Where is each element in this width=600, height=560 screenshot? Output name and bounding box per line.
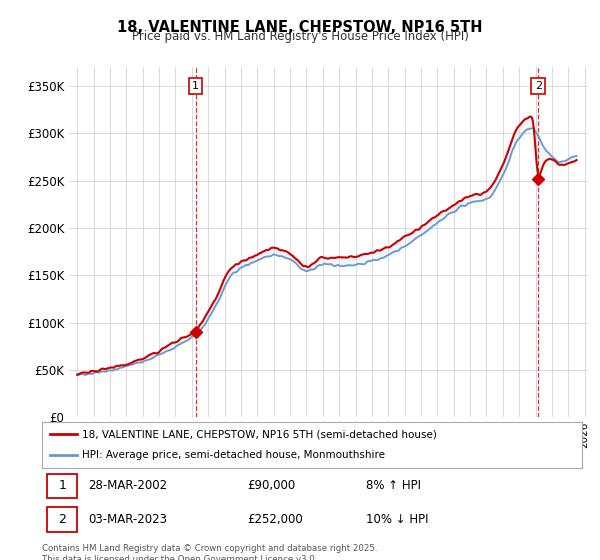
Text: Contains HM Land Registry data © Crown copyright and database right 2025.
This d: Contains HM Land Registry data © Crown c… <box>42 544 377 560</box>
FancyBboxPatch shape <box>47 507 77 531</box>
Text: HPI: Average price, semi-detached house, Monmouthshire: HPI: Average price, semi-detached house,… <box>83 450 386 460</box>
Text: 2: 2 <box>535 81 542 91</box>
Text: 28-MAR-2002: 28-MAR-2002 <box>88 479 167 492</box>
Text: 8% ↑ HPI: 8% ↑ HPI <box>366 479 421 492</box>
Text: 18, VALENTINE LANE, CHEPSTOW, NP16 5TH: 18, VALENTINE LANE, CHEPSTOW, NP16 5TH <box>117 20 483 35</box>
Text: £90,000: £90,000 <box>247 479 295 492</box>
Text: £252,000: £252,000 <box>247 513 303 526</box>
Text: 03-MAR-2023: 03-MAR-2023 <box>88 513 167 526</box>
Text: 1: 1 <box>58 479 66 492</box>
Text: 18, VALENTINE LANE, CHEPSTOW, NP16 5TH (semi-detached house): 18, VALENTINE LANE, CHEPSTOW, NP16 5TH (… <box>83 429 437 439</box>
Text: 2: 2 <box>58 513 66 526</box>
FancyBboxPatch shape <box>47 474 77 498</box>
Text: 10% ↓ HPI: 10% ↓ HPI <box>366 513 428 526</box>
Text: 1: 1 <box>192 81 199 91</box>
Text: Price paid vs. HM Land Registry's House Price Index (HPI): Price paid vs. HM Land Registry's House … <box>131 30 469 43</box>
